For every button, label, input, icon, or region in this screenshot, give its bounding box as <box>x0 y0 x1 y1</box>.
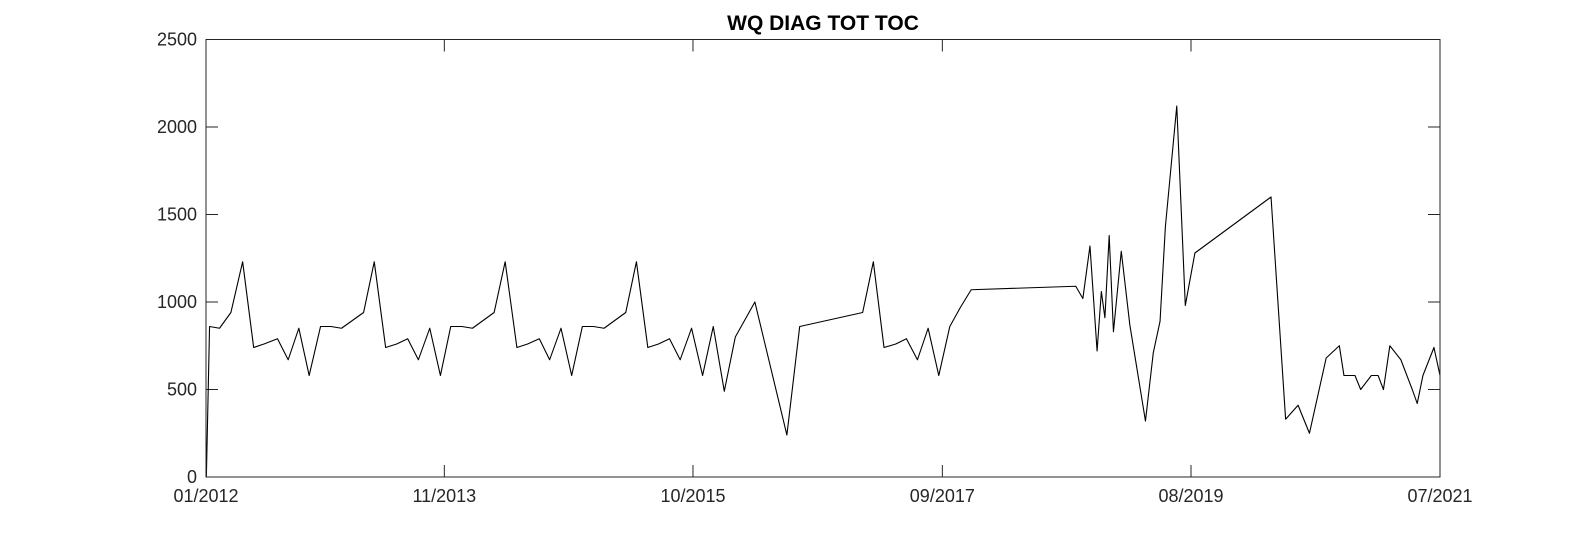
series-line <box>205 105 1441 478</box>
x-tick-label: 11/2013 <box>412 486 476 506</box>
y-tick-label: 0 <box>187 467 197 487</box>
y-tick-label: 1500 <box>157 205 197 225</box>
plot-area-frame <box>205 39 1441 478</box>
y-axis-ticks: 0 500 1000 1500 2000 2500 <box>157 30 1440 487</box>
x-tick-label: 01/2012 <box>173 486 238 506</box>
y-tick-label: 2500 <box>157 30 197 50</box>
x-tick-label: 07/2021 <box>1407 486 1472 506</box>
x-tick-label: 10/2015 <box>660 486 725 506</box>
y-tick-label: 2000 <box>157 117 197 137</box>
x-axis-ticks: 01/2012 11/2013 10/2015 09/2017 08/2019 07/20… <box>173 39 1473 506</box>
x-tick-label: 08/2019 <box>1158 486 1223 506</box>
y-tick-label: 500 <box>167 380 197 400</box>
chart-title: WQ DIAG TOT TOC <box>727 12 919 35</box>
y-tick-label: 1000 <box>157 292 197 312</box>
x-tick-label: 09/2017 <box>910 486 975 506</box>
